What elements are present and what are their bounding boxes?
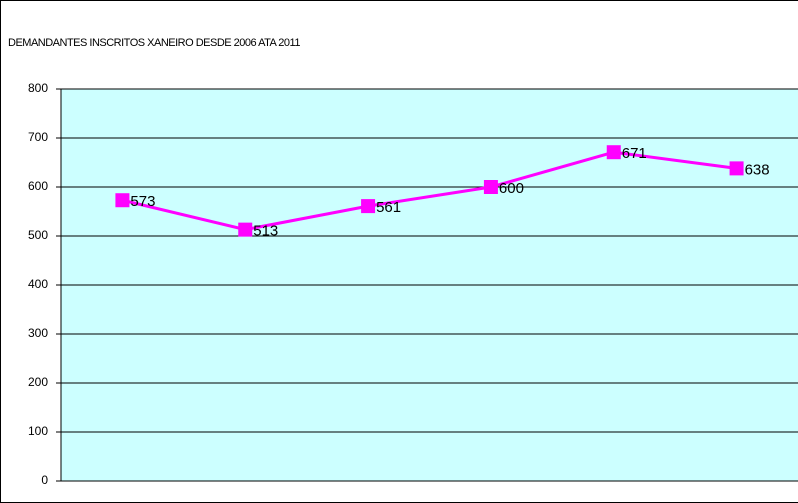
marker (361, 199, 376, 214)
marker (729, 161, 744, 176)
marker (483, 180, 498, 194)
chart-title: DEMANDANTES INSCRITOS XANEIRO DESDE 2006… (8, 37, 300, 49)
data-label: 638 (745, 161, 770, 178)
y-tick-label: 0 (41, 473, 48, 487)
marker (115, 193, 130, 208)
marker (238, 222, 253, 237)
data-label: 561 (376, 199, 401, 216)
y-tick-label: 600 (28, 179, 48, 193)
y-tick-label: 500 (28, 228, 48, 242)
y-tick-label: 800 (28, 81, 48, 95)
y-tick-label: 400 (28, 277, 48, 291)
y-tick-label: 700 (28, 130, 48, 144)
y-tick-label: 200 (28, 375, 48, 389)
data-label: 600 (499, 180, 524, 197)
data-label: 573 (130, 193, 155, 210)
marker (606, 145, 621, 160)
y-tick-label: 300 (28, 326, 48, 340)
y-tick-label: 100 (28, 424, 48, 438)
data-label: 671 (622, 145, 647, 162)
data-label: 513 (253, 223, 278, 240)
line (122, 150, 737, 232)
